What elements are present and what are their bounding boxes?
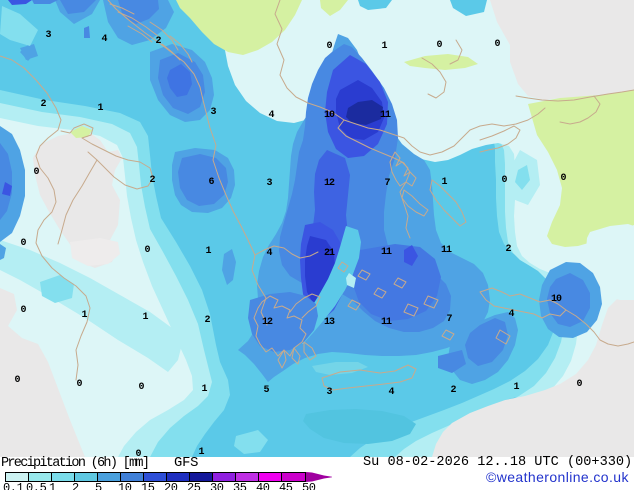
svg-text:0: 0 — [14, 375, 20, 386]
svg-text:12: 12 — [324, 178, 335, 189]
svg-text:0: 0 — [144, 245, 150, 256]
svg-text:4: 4 — [388, 387, 394, 398]
svg-text:12: 12 — [262, 317, 273, 328]
svg-text:2: 2 — [204, 315, 210, 326]
svg-text:2: 2 — [149, 175, 155, 186]
svg-text:1: 1 — [198, 447, 204, 457]
svg-text:4: 4 — [508, 309, 514, 320]
svg-text:4: 4 — [268, 110, 274, 121]
svg-text:11: 11 — [441, 245, 452, 256]
svg-text:6: 6 — [208, 177, 214, 188]
svg-text:0: 0 — [576, 379, 582, 390]
svg-text:0: 0 — [138, 382, 144, 393]
svg-text:1: 1 — [81, 310, 87, 321]
svg-text:11: 11 — [381, 247, 392, 258]
svg-text:11: 11 — [380, 110, 391, 121]
svg-text:10: 10 — [324, 110, 335, 121]
svg-text:0: 0 — [20, 238, 26, 249]
svg-text:0: 0 — [560, 173, 566, 184]
svg-text:3: 3 — [266, 178, 272, 189]
svg-text:0: 0 — [20, 305, 26, 316]
svg-text:0: 0 — [33, 167, 39, 178]
svg-text:11: 11 — [381, 317, 392, 328]
svg-text:4: 4 — [266, 248, 272, 259]
svg-text:2: 2 — [155, 36, 161, 47]
svg-text:4: 4 — [101, 34, 107, 45]
svg-text:0: 0 — [436, 40, 442, 51]
svg-text:3: 3 — [45, 30, 51, 41]
svg-text:1: 1 — [441, 177, 447, 188]
svg-text:1: 1 — [201, 384, 207, 395]
svg-text:10: 10 — [551, 294, 562, 305]
svg-text:0: 0 — [501, 175, 507, 186]
svg-text:7: 7 — [446, 314, 452, 325]
svg-text:0: 0 — [494, 39, 500, 50]
svg-text:3: 3 — [210, 107, 216, 118]
svg-text:0: 0 — [326, 41, 332, 52]
svg-text:0: 0 — [135, 449, 141, 457]
svg-text:1: 1 — [381, 41, 387, 52]
svg-text:1: 1 — [205, 246, 211, 257]
svg-text:5: 5 — [263, 385, 269, 396]
svg-text:21: 21 — [324, 248, 335, 259]
svg-text:7: 7 — [384, 178, 390, 189]
svg-text:3: 3 — [326, 387, 332, 398]
svg-text:2: 2 — [505, 244, 511, 255]
svg-text:13: 13 — [324, 317, 335, 328]
svg-text:1: 1 — [513, 382, 519, 393]
svg-text:2: 2 — [40, 99, 46, 110]
svg-text:2: 2 — [450, 385, 456, 396]
svg-text:1: 1 — [142, 312, 148, 323]
svg-text:0: 0 — [76, 379, 82, 390]
svg-text:1: 1 — [97, 103, 103, 114]
